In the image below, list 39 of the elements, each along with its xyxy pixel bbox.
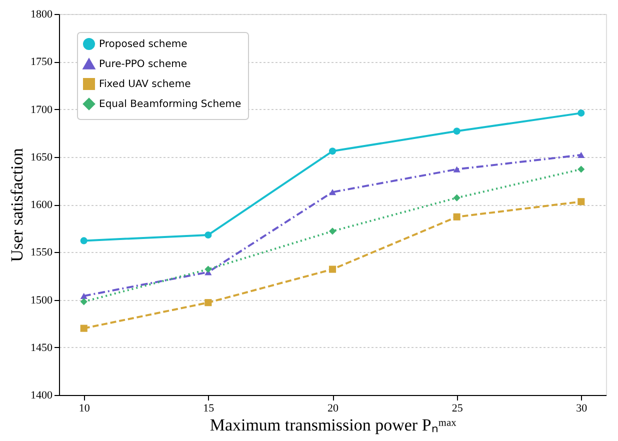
legend-label: Pure-PPO scheme bbox=[99, 59, 188, 70]
point bbox=[578, 166, 585, 173]
point bbox=[328, 189, 336, 196]
y-axis-title: User satisfaction bbox=[8, 148, 26, 262]
legend-label: Proposed scheme bbox=[99, 39, 188, 50]
point bbox=[204, 266, 212, 273]
point bbox=[328, 148, 336, 155]
point bbox=[453, 128, 460, 135]
x-tick-label: 10 bbox=[78, 402, 90, 414]
point bbox=[80, 298, 88, 306]
x-tick-label: 20 bbox=[328, 402, 339, 414]
point bbox=[578, 110, 585, 117]
legend-label: Equal Beamforming Scheme bbox=[99, 99, 242, 110]
point bbox=[80, 324, 88, 332]
x-tick-label: 30 bbox=[576, 402, 588, 414]
point bbox=[80, 237, 88, 244]
x-tick-label: 15 bbox=[203, 402, 215, 414]
y-tick-label: 1600 bbox=[30, 199, 53, 211]
point bbox=[453, 213, 460, 220]
point bbox=[453, 194, 460, 202]
y-tick-label: 1800 bbox=[30, 8, 53, 20]
x-axis-title: Maximum transmission power Pₙᵐᵃˣ bbox=[210, 416, 456, 434]
point bbox=[328, 266, 336, 273]
y-tick-label: 1550 bbox=[30, 246, 53, 259]
y-tick-label: 1650 bbox=[30, 151, 53, 164]
x-tick-label: 25 bbox=[452, 402, 464, 414]
point bbox=[80, 292, 88, 299]
point bbox=[204, 299, 212, 306]
y-tick-label: 1700 bbox=[30, 104, 53, 116]
y-tick-label: 1450 bbox=[30, 342, 53, 354]
y-tick-label: 1500 bbox=[30, 294, 53, 306]
y-tick-label: 1400 bbox=[30, 390, 53, 402]
point bbox=[578, 152, 585, 158]
point bbox=[328, 228, 336, 235]
point bbox=[453, 166, 460, 172]
legend-label: Fixed UAV scheme bbox=[99, 79, 191, 90]
y-tick-label: 1750 bbox=[30, 56, 53, 68]
point bbox=[204, 231, 212, 239]
point bbox=[578, 198, 585, 206]
